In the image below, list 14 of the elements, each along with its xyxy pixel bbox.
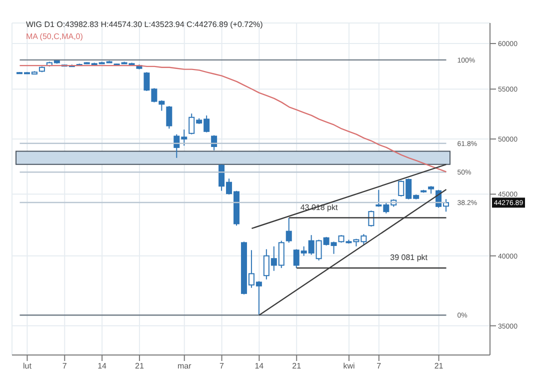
text: MA (50,C,MA,0) <box>26 32 83 41</box>
x-tick-label: 14 <box>98 362 108 371</box>
x-tick-label: lut <box>23 362 32 371</box>
x-tick-label: mar <box>177 362 192 371</box>
annotation: 39 081 pkt <box>390 253 428 262</box>
x-tick-label: 21 <box>135 362 144 371</box>
x-tick-label: 7 <box>62 362 68 371</box>
x-tick-label: 21 <box>292 362 302 371</box>
x-tick-label: kwi <box>343 362 355 371</box>
x-tick-label: 14 <box>254 362 264 371</box>
x-tick-label: 21 <box>434 362 444 371</box>
x-tick-label: 7 <box>376 362 382 371</box>
x-tick-label: 7 <box>220 362 225 371</box>
chart-title: WIG D1 O:43982.83 H:44574.30 L:43523.94 C:44276.89 (+0.72%) <box>26 20 263 29</box>
